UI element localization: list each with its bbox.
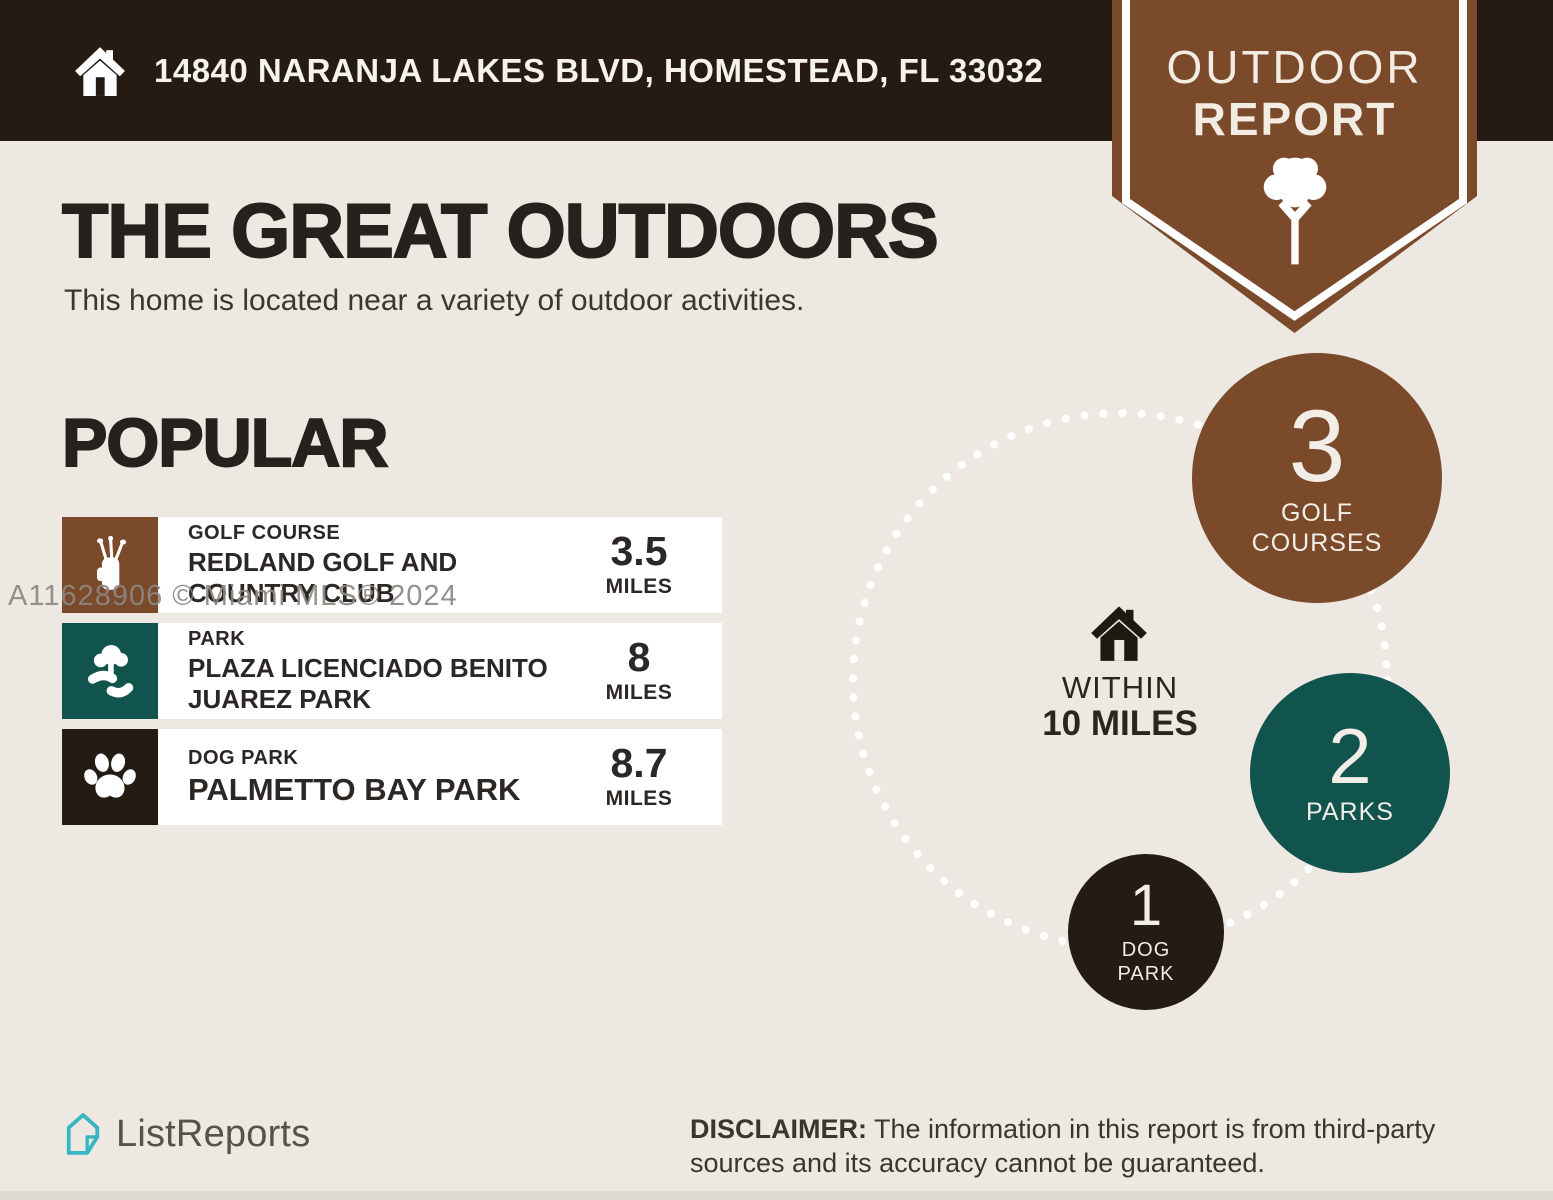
paw-icon <box>62 729 158 825</box>
place-distance-value: 8.7 <box>610 740 668 786</box>
bubble-count: 1 <box>1129 873 1163 939</box>
bubble-count: 3 <box>1288 388 1346 503</box>
disclaimer-text: The information in this report is from t… <box>690 1114 1436 1179</box>
place-category: PARK <box>188 628 246 651</box>
bubble-golf-courses: 3 GOLF COURSES <box>1192 353 1442 603</box>
place-distance-value: 8 <box>627 634 651 680</box>
place-row-dog-park: DOG PARK PALMETTO BAY PARK 8.7 MILES <box>62 729 722 825</box>
listreports-house-icon <box>66 1113 100 1155</box>
listreports-brand: ListReports <box>62 1110 310 1158</box>
place-distance-unit: MILES <box>605 787 673 810</box>
page-subtitle: This home is located near a variety of o… <box>64 284 805 317</box>
golf-bag-icon <box>62 517 158 613</box>
badge-title-line1: OUTDOOR <box>1166 41 1423 93</box>
place-category: GOLF COURSE <box>188 522 341 545</box>
property-address: 14840 NARANJA LAKES BLVD, HOMESTEAD, FL … <box>154 51 1044 89</box>
place-distance-unit: MILES <box>605 575 673 598</box>
bubble-count: 2 <box>1328 711 1372 800</box>
mls-watermark: A11628906 © Miami MLS® 2024 <box>8 580 458 612</box>
park-trees-icon <box>62 623 158 719</box>
place-name: PLAZA LICENCIADO BENITO JUAREZ PARK <box>188 653 548 714</box>
bubble-parks: 2 PARKS <box>1250 673 1450 873</box>
place-row-park: PARK PLAZA LICENCIADO BENITO JUAREZ PARK… <box>62 623 722 719</box>
tree-icon <box>1263 157 1327 265</box>
place-name: PALMETTO BAY PARK <box>188 771 521 807</box>
radius-label-within: WITHIN <box>1061 670 1179 705</box>
page-title: THE GREAT OUTDOORS <box>61 188 940 275</box>
bubble-label: GOLF COURSES <box>1251 499 1383 558</box>
bubble-dog-park: 1 DOG PARK <box>1068 854 1224 1010</box>
home-icon <box>75 47 125 96</box>
place-name: REDLAND GOLF AND COUNTRY CLUB <box>188 547 458 608</box>
disclaimer: DISCLAIMER: The information in this repo… <box>690 1112 1500 1180</box>
bottom-edge-strip <box>0 1191 1553 1200</box>
badge-title-line2: REPORT <box>1192 93 1397 145</box>
place-distance-unit: MILES <box>605 681 673 704</box>
place-category: DOG PARK <box>188 746 299 769</box>
bubble-label: PARKS <box>1306 798 1394 827</box>
disclaimer-label: DISCLAIMER: <box>690 1114 867 1144</box>
brand-name: ListReports <box>116 1112 311 1155</box>
radius-label-distance: 10 MILES <box>1042 704 1198 743</box>
home-icon <box>1091 606 1147 661</box>
outdoor-report-badge: OUTDOOR REPORT <box>1112 0 1477 333</box>
popular-heading: POPULAR <box>61 404 389 482</box>
place-distance-value: 3.5 <box>610 528 668 574</box>
bubble-label: DOG PARK <box>1117 938 1175 985</box>
place-row-golf-course: GOLF COURSE REDLAND GOLF AND COUNTRY CLU… <box>62 517 722 613</box>
